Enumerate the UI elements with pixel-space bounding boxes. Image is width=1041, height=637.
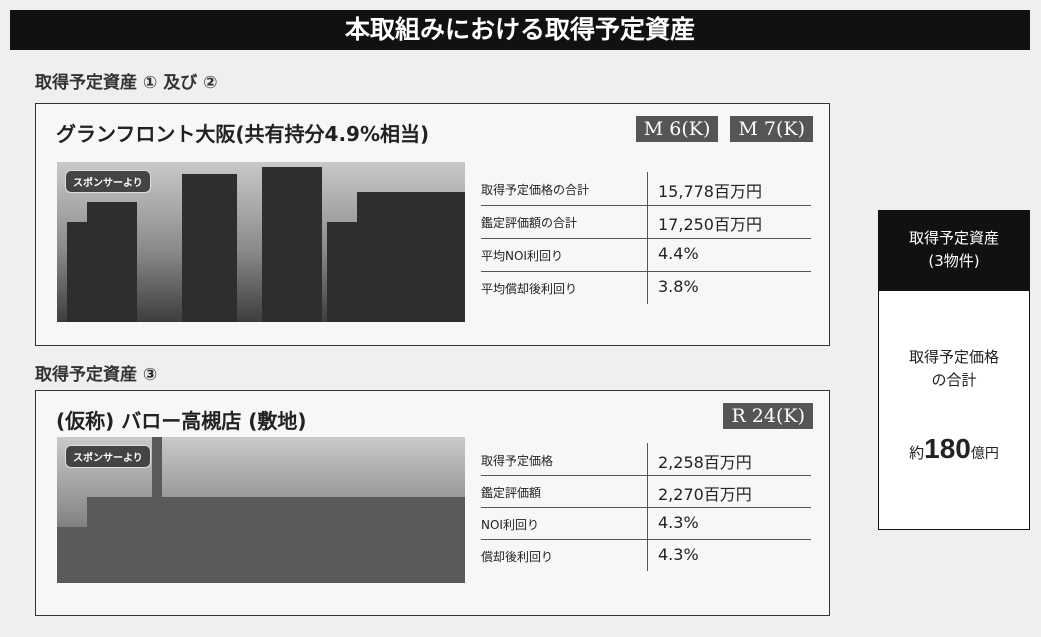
section-heading: 取得予定資産 ① 及び ② (35, 68, 218, 93)
summary-total: 約180億円 (879, 433, 1029, 465)
page: 本取組みにおける取得予定資産 取得予定資産 (3物件) 取得予定価格 の合計 約… (0, 0, 1041, 637)
asset-box: (仮称) バロー高槻店 (敷地) R 24(K) スポンサーより 取得予定価格 2,25… (35, 390, 830, 616)
row-value: 2,270百万円 (658, 481, 752, 505)
total-prefix: 約 (909, 444, 924, 462)
row-value: 3.8% (658, 277, 699, 296)
summary-title: 取得予定資産 (3物件) (879, 211, 1029, 273)
sponsor-badge: スポンサーより (65, 445, 151, 468)
building-shape (182, 174, 237, 322)
building-shape (57, 527, 465, 583)
row-rule (481, 507, 811, 508)
row-label: NOI利回り (481, 516, 539, 533)
row-value: 15,778百万円 (658, 178, 762, 202)
row-label: 取得予定価格の合計 (481, 181, 589, 198)
row-label: 平均償却後利回り (481, 280, 577, 297)
row-value: 2,258百万円 (658, 449, 752, 473)
row-rule (481, 475, 811, 476)
summary-title-line: 取得予定資産 (879, 227, 1029, 250)
row-label: 償却後利回り (481, 548, 553, 565)
row-label: 鑑定評価額 (481, 484, 541, 501)
asset-box: グランフロント大阪(共有持分4.9%相当) M 6(K) M 7(K) スポンサーより… (35, 103, 830, 346)
building-shape (357, 192, 465, 322)
row-rule (481, 205, 811, 206)
code-group: R 24(K) (723, 403, 813, 429)
row-rule (481, 271, 811, 272)
asset-name: (仮称) バロー高槻店 (敷地) (56, 405, 307, 434)
photo: スポンサーより (57, 437, 465, 583)
row-value: 4.4% (658, 244, 699, 263)
code-group: M 6(K) M 7(K) (636, 116, 813, 142)
building-shape (67, 222, 92, 322)
row-label: 鑑定評価額の合計 (481, 214, 577, 231)
summary-header: 取得予定資産 (3物件) (879, 211, 1029, 291)
asset-code: M 6(K) (636, 116, 719, 142)
summary-label-line: の合計 (879, 369, 1029, 392)
asset-code: R 24(K) (723, 403, 813, 429)
row-value: 4.3% (658, 545, 699, 564)
row-label: 取得予定価格 (481, 452, 553, 469)
section-heading: 取得予定資産 ③ (35, 360, 157, 385)
building-shape (87, 202, 137, 322)
row-label: 平均NOI利回り (481, 247, 563, 264)
row-rule (481, 238, 811, 239)
photo: スポンサーより (57, 162, 465, 322)
asset-name: グランフロント大阪(共有持分4.9%相当) (56, 118, 429, 147)
summary-label: 取得予定価格 の合計 (879, 346, 1029, 392)
total-amount: 180 (924, 433, 971, 464)
row-value: 17,250百万円 (658, 211, 762, 235)
building-shape (262, 167, 322, 322)
row-rule (481, 539, 811, 540)
page-title: 本取組みにおける取得予定資産 (10, 10, 1030, 50)
total-unit: 億円 (971, 446, 999, 462)
summary-title-line: (3物件) (879, 250, 1029, 273)
row-value: 4.3% (658, 513, 699, 532)
sponsor-badge: スポンサーより (65, 170, 151, 193)
summary-box: 取得予定資産 (3物件) 取得予定価格 の合計 約180億円 (878, 210, 1030, 530)
asset-code: M 7(K) (730, 116, 813, 142)
summary-label-line: 取得予定価格 (879, 346, 1029, 369)
